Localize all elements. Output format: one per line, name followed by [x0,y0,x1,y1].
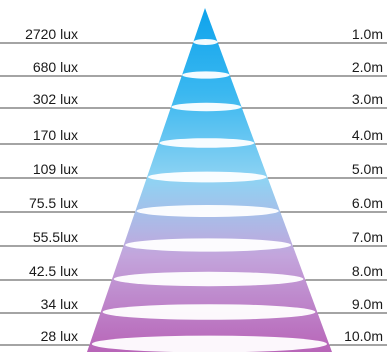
beam-ring-5 [147,171,267,183]
lux-label-3: 302 lux [33,91,78,107]
distance-label-10: 10.0m [344,328,383,344]
lux-label-6: 75.5 lux [29,195,78,211]
lux-label-10: 28 lux [41,328,78,344]
lux-label-5: 109 lux [33,161,78,177]
lux-label-8: 42.5 lux [29,263,78,279]
beam-ring-8 [113,271,304,287]
beam-ring-3 [171,102,242,112]
distance-label-6: 6.0m [352,195,383,211]
lux-label-7: 55.5lux [33,229,78,245]
lux-label-9: 34 lux [41,296,78,312]
distance-label-5: 5.0m [352,161,383,177]
beam-ring-1 [193,39,218,45]
distance-label-9: 9.0m [352,296,383,312]
beam-ring-10 [91,335,327,352]
distance-label-2: 2.0m [352,59,383,75]
distance-label-7: 7.0m [352,229,383,245]
lux-label-1: 2720 lux [25,26,78,42]
distance-label-8: 8.0m [352,263,383,279]
beam-ring-4 [159,138,255,148]
lux-label-4: 170 lux [33,127,78,143]
beam-ring-2 [182,71,230,79]
distance-label-3: 3.0m [352,91,383,107]
distance-label-1: 1.0m [352,26,383,42]
beam-ring-7 [125,238,292,252]
distance-label-4: 4.0m [352,127,383,143]
beam-ring-6 [136,205,279,217]
beam-ring-9 [102,304,316,320]
lux-label-2: 680 lux [33,59,78,75]
rows-layer: 2720 lux 1.0m 680 lux 2.0m 302 lux 3.0m 170 lu… [0,26,387,352]
